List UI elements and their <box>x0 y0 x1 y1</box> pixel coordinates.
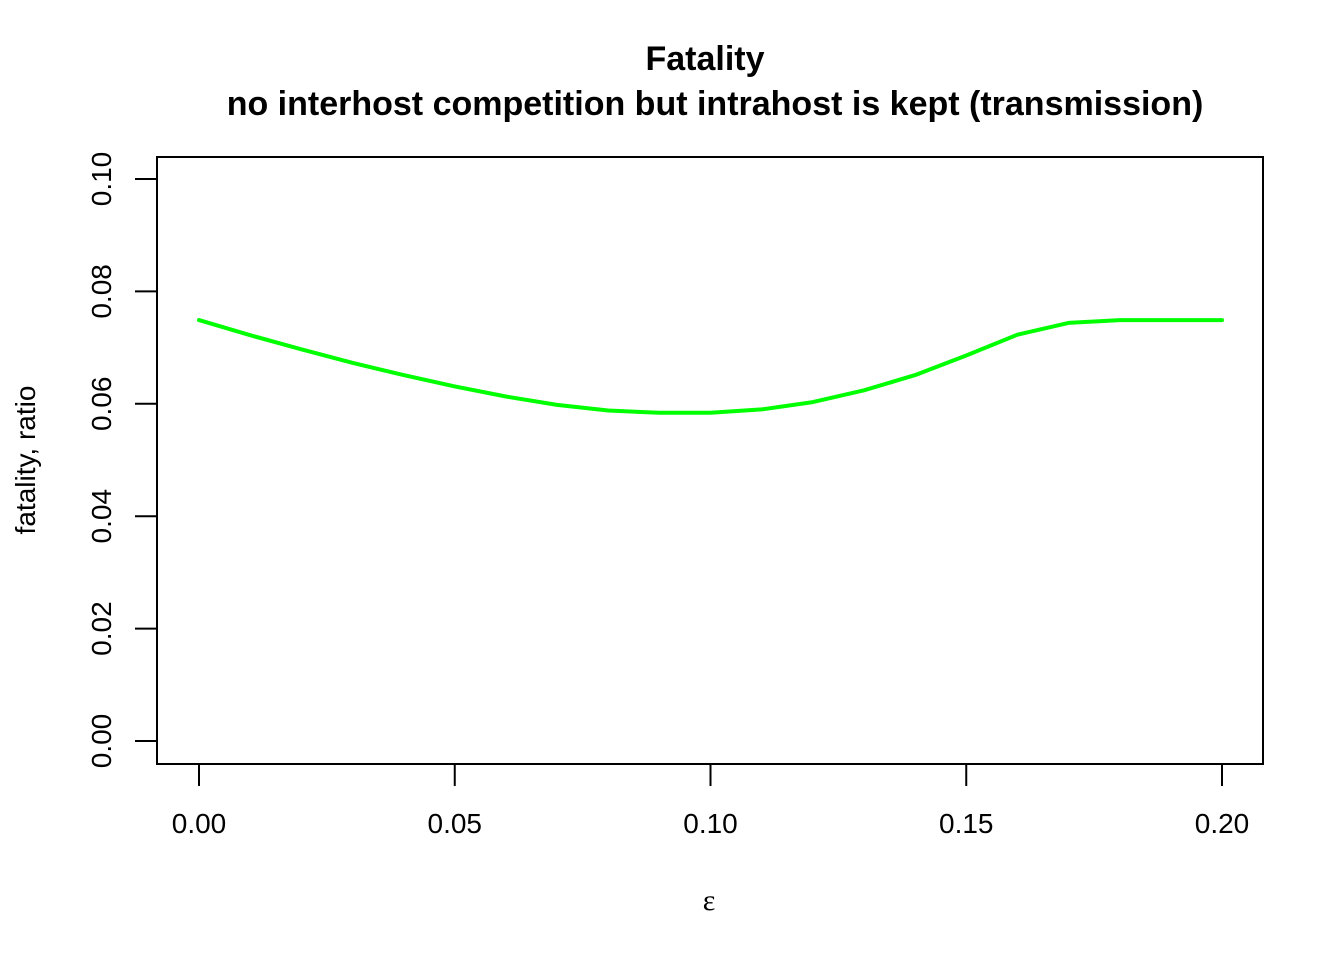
x-tick-label: 0.10 <box>683 808 738 839</box>
y-axis-label: fatality, ratio <box>10 386 41 535</box>
x-axis: 0.00 0.05 0.10 0.15 0.20 <box>172 763 1250 839</box>
y-tick-label: 0.10 <box>86 152 117 207</box>
y-tick-label: 0.06 <box>86 377 117 432</box>
chart-subtitle: no interhost competition but intrahost i… <box>227 85 1204 123</box>
x-tick-label: 0.15 <box>939 808 994 839</box>
x-tick-label: 0.05 <box>428 808 483 839</box>
series-line <box>197 318 1224 415</box>
series-layer <box>197 318 1224 415</box>
x-axis-label: ε <box>703 884 716 917</box>
y-tick-label: 0.02 <box>86 601 117 656</box>
x-tick-label: 0.20 <box>1195 808 1250 839</box>
y-axis: 0.00 0.02 0.04 0.06 0.08 0.10 <box>86 152 158 769</box>
chart-title: Fatality <box>645 40 764 78</box>
plot-frame <box>156 156 1264 765</box>
y-tick-label: 0.04 <box>86 489 117 544</box>
y-tick-label: 0.00 <box>86 714 117 769</box>
y-tick-label: 0.08 <box>86 264 117 319</box>
x-tick-label: 0.00 <box>172 808 227 839</box>
